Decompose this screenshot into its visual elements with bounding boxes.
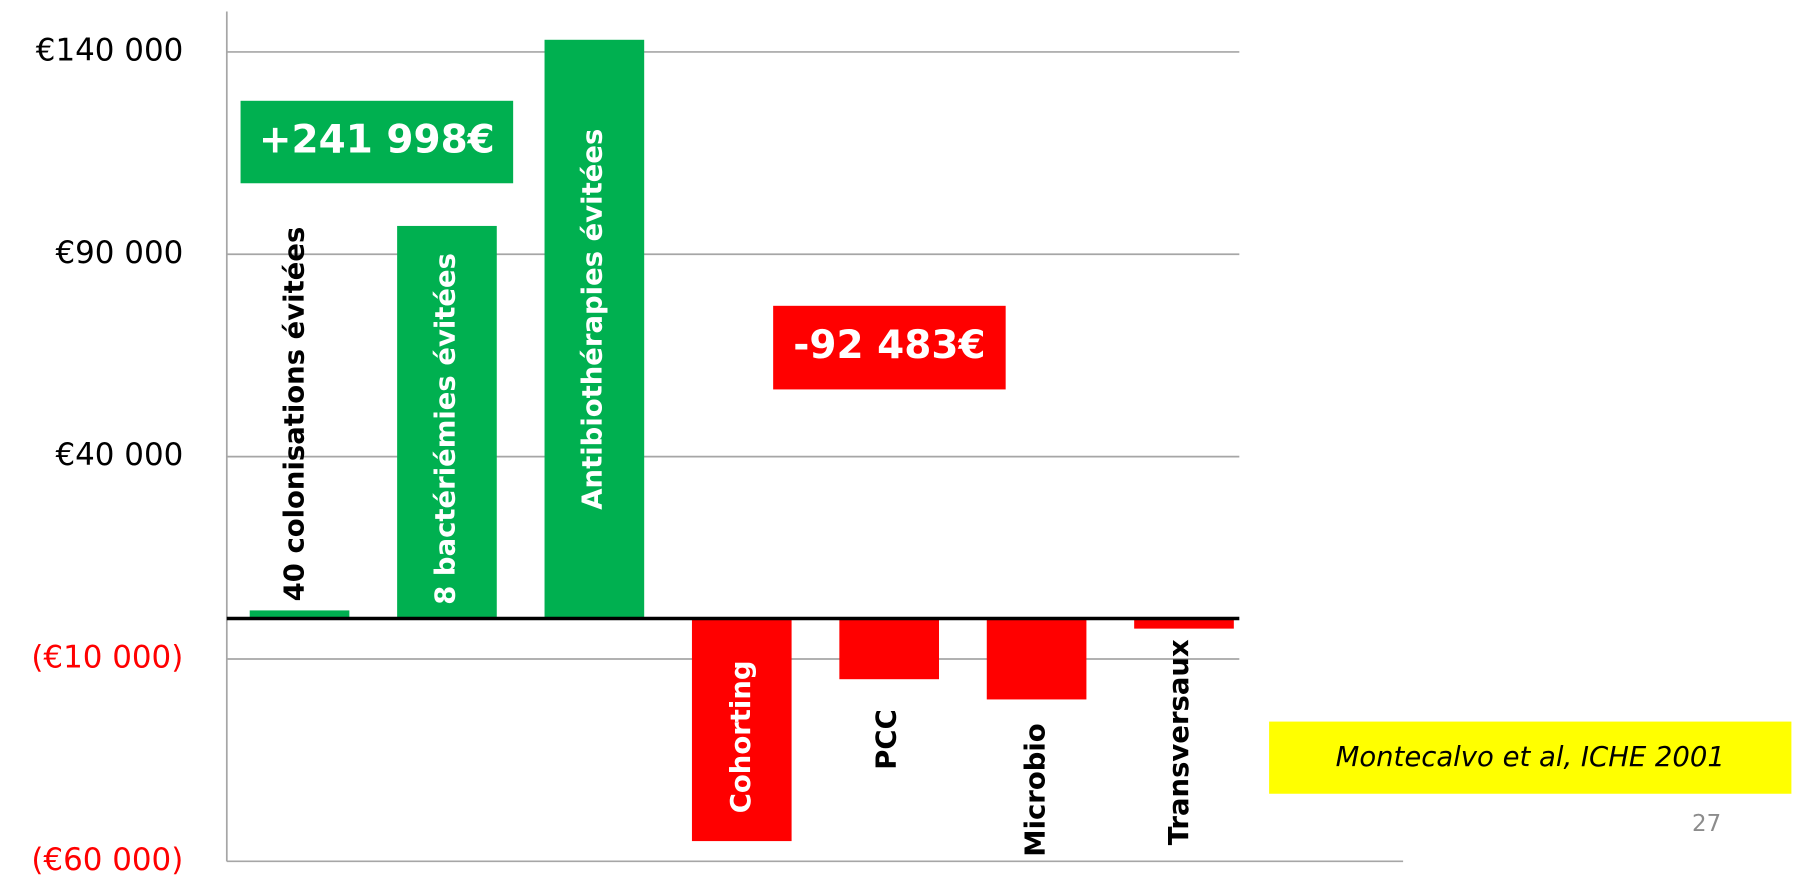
annotation: -92 483€ xyxy=(793,323,985,368)
bar xyxy=(839,618,940,680)
y-tick-label: €140 000 xyxy=(36,32,183,68)
y-tick-label: €90 000 xyxy=(55,235,183,271)
source: Montecalvo et al, ICHE 2001 xyxy=(1336,741,1725,773)
y-tick-label: (€10 000) xyxy=(31,639,183,675)
bar xyxy=(691,618,792,842)
bar xyxy=(249,610,350,619)
category-label: Cohorting xyxy=(725,660,757,813)
y-tick-label: €40 000 xyxy=(55,437,183,473)
source-box xyxy=(1269,721,1792,794)
category-label: Transversaux xyxy=(1163,639,1195,845)
page-number: 27 xyxy=(1692,811,1721,837)
category-label: 40 colonisations évitées xyxy=(279,227,311,602)
bar xyxy=(544,39,645,619)
category-label: Microbio xyxy=(1020,723,1052,856)
category-label: Antibiothérapies évitées xyxy=(576,129,608,510)
category-label: PCC xyxy=(871,709,903,769)
bar xyxy=(397,225,497,619)
annotation-box xyxy=(240,100,514,184)
y-tick-label: (€60 000) xyxy=(31,842,183,878)
category-label: 8 bactériémies évitées xyxy=(430,253,462,605)
annotation-box xyxy=(773,305,1006,390)
bar xyxy=(986,618,1087,700)
annotation: +241 998€ xyxy=(259,118,495,163)
bar xyxy=(1134,618,1234,629)
